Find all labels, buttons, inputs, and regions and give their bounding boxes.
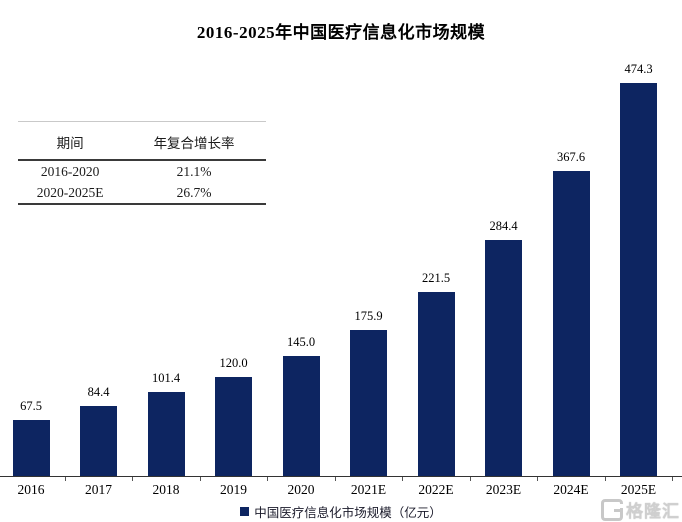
cagr-header-cagr: 年复合增长率	[153, 135, 235, 151]
bar-2023E	[485, 240, 522, 476]
bar-value-label: 84.4	[87, 385, 110, 399]
bar-value-label: 367.6	[556, 150, 586, 164]
x-axis-tick	[334, 477, 336, 481]
cagr-rate-value: 26.7%	[176, 184, 212, 200]
legend-label: 中国医疗信息化市场规模（亿元）	[254, 506, 442, 520]
bar-2024E	[552, 171, 590, 476]
x-axis-label: 2020	[287, 482, 315, 497]
x-axis-label: 2024E	[553, 482, 589, 497]
bar-value-label: 145.0	[286, 335, 316, 349]
x-axis-tick	[537, 477, 539, 481]
x-axis-tick	[672, 477, 674, 481]
x-axis-line	[0, 476, 682, 477]
x-axis-tick	[402, 477, 404, 481]
bar-value-label: 67.5	[20, 399, 42, 413]
x-axis-tick	[469, 477, 471, 481]
x-axis-label: 2022E	[418, 482, 454, 497]
cagr-table-row: 2016-2020 21.1%	[18, 161, 266, 182]
bar-value-label: 101.4	[151, 371, 181, 385]
x-axis-tick	[64, 477, 66, 481]
cagr-table-row: 2020-2025E 26.7%	[18, 182, 266, 203]
bar-value-label: 284.4	[489, 219, 518, 233]
cagr-table-header-row: 期间 年复合增长率	[18, 122, 266, 159]
chart-title: 2016-2025年中国医疗信息化市场规模	[196, 23, 486, 42]
x-axis-label: 2018	[152, 482, 180, 497]
bar-2025E	[620, 83, 657, 476]
bar-2020	[282, 356, 320, 476]
cagr-period-value: 2020-2025E	[36, 184, 104, 200]
bar-2022E	[417, 292, 455, 476]
cagr-period-value: 2016-2020	[40, 163, 100, 179]
x-axis-tick	[604, 477, 606, 481]
watermark: 格隆汇	[601, 497, 680, 522]
gelonghui-logo-icon	[601, 498, 623, 521]
x-axis-label: 2023E	[485, 482, 522, 497]
table-top-rule	[18, 121, 266, 122]
bar-value-label: 175.9	[354, 309, 383, 323]
cagr-rate-value: 21.1%	[176, 163, 212, 179]
bar-2018	[147, 392, 185, 476]
x-axis-label: 2019	[220, 482, 247, 497]
bar-2016	[12, 420, 50, 476]
table-bottom-rule	[18, 203, 266, 205]
x-axis-tick	[267, 477, 269, 481]
bar-2019	[215, 377, 252, 476]
bar-value-label: 221.5	[421, 271, 451, 285]
cagr-header-period: 期间	[56, 135, 84, 151]
x-axis-tick	[132, 477, 134, 481]
cagr-table: 期间 年复合增长率 2016-2020 21.1% 2020-2025E 26.…	[18, 121, 266, 205]
x-axis-label: 2016	[17, 482, 45, 497]
bar-2021E	[350, 330, 387, 476]
x-axis-label: 2021E	[350, 482, 387, 497]
legend-swatch-icon	[240, 507, 250, 516]
x-axis-tick	[199, 477, 201, 481]
bar-2017	[80, 406, 117, 476]
table-header-rule	[18, 159, 266, 161]
bar-value-label: 474.3	[624, 62, 653, 76]
bar-value-label: 120.0	[219, 356, 248, 370]
legend: 中国医疗信息化市场规模（亿元）	[0, 502, 682, 521]
x-axis-label: 2025E	[620, 482, 657, 497]
watermark-text: 格隆汇	[626, 502, 680, 521]
x-axis-label: 2017	[85, 482, 112, 497]
